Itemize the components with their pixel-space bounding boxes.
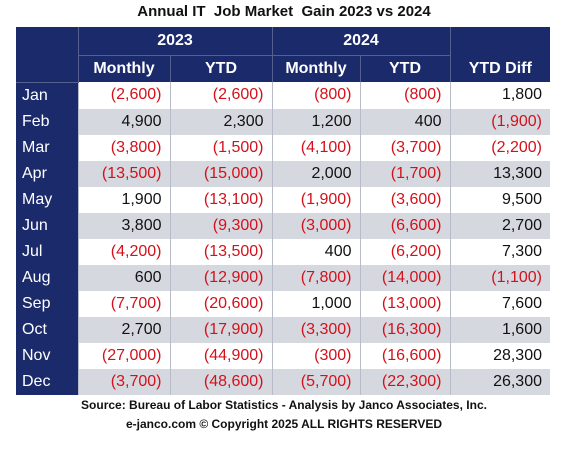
value-cell: 2,300 xyxy=(169,108,272,135)
value-cell: (6,200) xyxy=(359,238,450,265)
month-cell: Oct xyxy=(16,316,78,343)
group-header: 2023 xyxy=(77,27,272,56)
table-row: Aug 600 (12,900) (7,800) (14,000) (1,100) xyxy=(16,264,550,291)
value-cell: (3,800) xyxy=(77,134,170,161)
value-cell: 1,900 xyxy=(77,186,170,213)
column-header: Monthly xyxy=(271,55,360,82)
value-cell: (4,100) xyxy=(271,134,360,161)
value-cell: (48,600) xyxy=(169,368,272,395)
value-cell: (6,600) xyxy=(359,212,450,239)
month-cell: Feb xyxy=(16,108,78,135)
month-cell: Aug xyxy=(16,264,78,291)
value-cell: (4,200) xyxy=(77,238,170,265)
value-cell: 1,800 xyxy=(449,82,550,109)
value-cell: (1,900) xyxy=(449,108,550,135)
value-cell: (13,500) xyxy=(169,238,272,265)
group-header: 2024 xyxy=(271,27,450,56)
value-cell: 13,300 xyxy=(449,160,550,187)
table-header: 2023 2024 Monthly YTD Monthly YTD YTD Diff xyxy=(16,27,550,83)
value-cell: 3,800 xyxy=(77,212,170,239)
table-row: Oct 2,700 (17,900) (3,300) (16,300) 1,600 xyxy=(16,316,550,343)
value-cell: (1,500) xyxy=(169,134,272,161)
value-cell: (1,900) xyxy=(271,186,360,213)
value-cell: (13,000) xyxy=(359,290,450,317)
value-cell: (1,100) xyxy=(449,264,550,291)
value-cell: (3,700) xyxy=(77,368,170,395)
value-cell: (13,100) xyxy=(169,186,272,213)
value-cell: (16,600) xyxy=(359,342,450,369)
value-cell: 7,300 xyxy=(449,238,550,265)
column-header: YTD xyxy=(169,55,272,82)
value-cell: (15,000) xyxy=(169,160,272,187)
value-cell: 7,600 xyxy=(449,290,550,317)
column-header: Monthly xyxy=(77,55,170,82)
value-cell: (27,000) xyxy=(77,342,170,369)
value-cell: (2,200) xyxy=(449,134,550,161)
value-cell: 1,600 xyxy=(449,316,550,343)
value-cell: (16,300) xyxy=(359,316,450,343)
title: Annual IT Job Market Gain 2023 vs 2024 xyxy=(137,3,431,20)
value-cell: (3,000) xyxy=(271,212,360,239)
value-cell: (12,900) xyxy=(169,264,272,291)
value-cell: (300) xyxy=(271,342,360,369)
month-cell: Jun xyxy=(16,212,78,239)
value-cell: (14,000) xyxy=(359,264,450,291)
value-cell: 2,000 xyxy=(271,160,360,187)
table-row: Dec (3,700) (48,600) (5,700) (22,300) 26,300 xyxy=(16,368,550,395)
value-cell: 1,200 xyxy=(271,108,360,135)
job-table: 2023 2024 Monthly YTD Monthly YTD YTD Diff J… xyxy=(16,27,550,395)
month-cell: Mar xyxy=(16,134,78,161)
copyright: e-janco.com © Copyright 2025 ALL RIGHTS … xyxy=(125,417,443,431)
table-row: Nov (27,000) (44,900) (300) (16,600) 28,300 xyxy=(16,342,550,369)
value-cell: (13,500) xyxy=(77,160,170,187)
table-row: Apr (13,500) (15,000) 2,000 (1,700) 13,300 xyxy=(16,160,550,187)
table-row: Jun 3,800 (9,300) (3,000) (6,600) 2,700 xyxy=(16,212,550,239)
value-cell: (9,300) xyxy=(169,212,272,239)
month-cell: May xyxy=(16,186,78,213)
value-cell: 26,300 xyxy=(449,368,550,395)
month-cell: Jul xyxy=(16,238,78,265)
value-cell: (800) xyxy=(359,82,450,109)
corner xyxy=(16,27,78,83)
value-cell: 2,700 xyxy=(77,316,170,343)
value-cell: (3,300) xyxy=(271,316,360,343)
value-cell: 4,900 xyxy=(77,108,170,135)
value-cell: (2,600) xyxy=(77,82,170,109)
table-row: Sep (7,700) (20,600) 1,000 (13,000) 7,600 xyxy=(16,290,550,317)
value-cell: (1,700) xyxy=(359,160,450,187)
value-cell: (20,600) xyxy=(169,290,272,317)
value-cell: (800) xyxy=(271,82,360,109)
value-cell: (7,800) xyxy=(271,264,360,291)
value-cell: 1,000 xyxy=(271,290,360,317)
value-cell: (3,600) xyxy=(359,186,450,213)
table-row: May 1,900 (13,100) (1,900) (3,600) 9,500 xyxy=(16,186,550,213)
value-cell: 28,300 xyxy=(449,342,550,369)
table-row: Feb 4,900 2,300 1,200 400 (1,900) xyxy=(16,108,550,135)
value-cell: (5,700) xyxy=(271,368,360,395)
table-row: Mar (3,800) (1,500) (4,100) (3,700) (2,200) xyxy=(16,134,550,161)
column-header: YTD Diff xyxy=(449,55,550,82)
value-cell: 400 xyxy=(271,238,360,265)
month-cell: Sep xyxy=(16,290,78,317)
value-cell: (7,700) xyxy=(77,290,170,317)
value-cell: 2,700 xyxy=(449,212,550,239)
value-cell: (22,300) xyxy=(359,368,450,395)
table-row: Jan (2,600) (2,600) (800) (800) 1,800 xyxy=(16,82,550,109)
value-cell: (44,900) xyxy=(169,342,272,369)
month-cell: Jan xyxy=(16,82,78,109)
source: Source: Bureau of Labor Statistics - Ana… xyxy=(81,398,487,412)
value-cell: (17,900) xyxy=(169,316,272,343)
month-cell: Apr xyxy=(16,160,78,187)
table-row: Jul (4,200) (13,500) 400 (6,200) 7,300 xyxy=(16,238,550,265)
month-cell: Dec xyxy=(16,368,78,395)
value-cell: 600 xyxy=(77,264,170,291)
value-cell: (2,600) xyxy=(169,82,272,109)
blank-header xyxy=(449,27,550,56)
value-cell: 400 xyxy=(359,108,450,135)
month-cell: Nov xyxy=(16,342,78,369)
column-header: YTD xyxy=(359,55,450,82)
value-cell: (3,700) xyxy=(359,134,450,161)
value-cell: 9,500 xyxy=(449,186,550,213)
